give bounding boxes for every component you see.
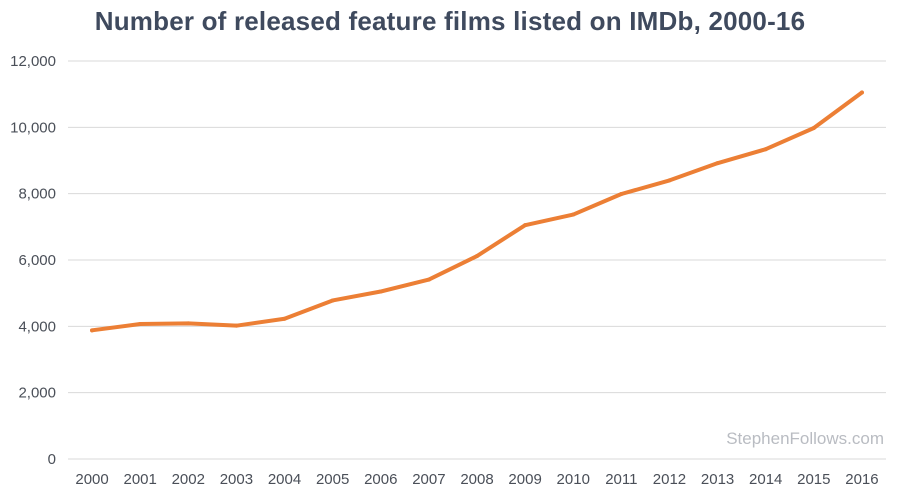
- data-point: [811, 125, 816, 130]
- data-point: [763, 147, 768, 152]
- data-point: [667, 178, 672, 183]
- x-tick-label: 2004: [268, 471, 301, 488]
- data-point: [234, 323, 239, 328]
- gridlines: [68, 60, 886, 460]
- y-tick-label: 10,000: [10, 119, 56, 136]
- y-tick-label: 0: [48, 451, 56, 468]
- y-axis-ticks: 0 2,000 4,000 6,000 8,000 10,000 12,000: [10, 53, 56, 468]
- x-tick-label: 2008: [460, 471, 493, 488]
- series-layer: [90, 90, 864, 333]
- y-tick-label: 4,000: [18, 318, 56, 335]
- x-tick-label: 2012: [653, 471, 686, 488]
- data-point: [186, 321, 191, 326]
- x-tick-label: 2005: [316, 471, 349, 488]
- x-tick-label: 2014: [749, 471, 782, 488]
- data-point: [330, 298, 335, 303]
- x-tick-label: 2011: [605, 471, 637, 488]
- x-tick-label: 2015: [797, 471, 830, 488]
- x-tick-label: 2001: [123, 471, 156, 488]
- x-tick-label: 2002: [172, 471, 205, 488]
- y-tick-label: 6,000: [18, 252, 56, 269]
- data-point: [90, 328, 95, 333]
- data-point: [475, 254, 479, 259]
- x-tick-label: 2010: [557, 471, 590, 488]
- x-tick-label: 2016: [845, 471, 878, 488]
- data-point: [138, 322, 143, 327]
- x-tick-label: 2003: [220, 471, 253, 488]
- series-line: [90, 90, 864, 333]
- x-axis-ticks: 2000 2001 2002 2003 2004 2005 2006 2007 2008 2009…: [75, 471, 878, 488]
- data-point: [426, 277, 431, 282]
- x-tick-label: 2009: [508, 471, 541, 488]
- data-point: [282, 316, 287, 321]
- data-point: [378, 289, 383, 294]
- y-tick-label: 12,000: [10, 53, 56, 70]
- data-point: [523, 223, 528, 228]
- watermark: StephenFollows.com: [726, 429, 884, 448]
- y-tick-label: 2,000: [18, 385, 56, 402]
- x-tick-label: 2007: [412, 471, 445, 488]
- x-tick-label: 2006: [364, 471, 397, 488]
- x-tick-label: 2013: [701, 471, 734, 488]
- data-point: [571, 212, 576, 217]
- data-point: [715, 161, 720, 166]
- x-tick-label: 2000: [75, 471, 108, 488]
- data-point: [859, 90, 864, 95]
- chart-title: Number of released feature films listed …: [94, 6, 806, 36]
- data-point: [619, 191, 624, 196]
- y-tick-label: 8,000: [18, 186, 56, 203]
